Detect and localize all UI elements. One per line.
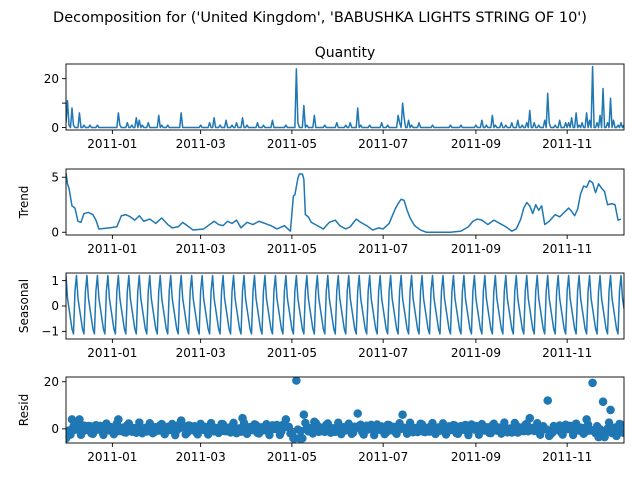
resid-point [428, 418, 437, 428]
y-tick-label: 0 [51, 121, 59, 135]
y-tick-label: −1 [41, 325, 59, 339]
y-tick-label: 5 [51, 170, 59, 184]
resid-outlier-point [75, 415, 84, 424]
x-tick-label: 2011-07 [358, 346, 408, 360]
x-tick-label: 2011-01 [87, 346, 137, 360]
panels: 0 20 2011-01 2011-03 2011-05 2011-07 2011-09 20… [17, 63, 625, 464]
panel-3: 0 20 2011-01 2011-03 2011-05 2011-07 2011-09 20… [17, 375, 625, 464]
x-tick-label: 2011-11 [542, 137, 592, 151]
resid-outlier-point [582, 415, 591, 424]
x-tick-label: 2011-01 [87, 450, 137, 464]
resid-outlier-point [176, 416, 186, 425]
figure-title: Decomposition for ('United Kingdom', 'BA… [53, 10, 587, 26]
x-tick-label: 2011-01 [87, 137, 137, 151]
trend-line [66, 172, 622, 233]
resid-outlier-point [299, 410, 309, 419]
resid-outlier-point [606, 405, 615, 415]
resid-outlier-point [114, 415, 123, 424]
x-tick-label: 2011-03 [176, 137, 226, 151]
resid-point [284, 422, 294, 432]
seasonal-line [66, 274, 624, 335]
plot-area [66, 65, 624, 129]
x-tick-label: 2011-01 [87, 242, 137, 256]
plot-area [66, 377, 624, 443]
x-tick-label: 2011-05 [267, 346, 317, 360]
observed-panel-title: Quantity [315, 45, 376, 61]
resid-outlier-point [66, 431, 72, 441]
panel-2: −1 0 1 2011-01 2011-03 2011-05 2011-07 2011-09 2… [17, 272, 625, 360]
x-tick-label: 2011-05 [267, 137, 317, 151]
resid-outlier-point [67, 415, 77, 424]
resid-outlier-point [292, 377, 301, 385]
panel-frame [65, 168, 625, 236]
y-tick-label: 1 [51, 274, 59, 288]
panel-frame [65, 376, 625, 444]
resid-outlier-point [545, 431, 554, 441]
y-tick-label: 0 [51, 422, 59, 436]
x-tick-label: 2011-05 [267, 450, 317, 464]
x-tick-label: 2011-07 [358, 450, 408, 464]
y-tick-label: 20 [44, 72, 59, 86]
resid-outlier-point [238, 414, 247, 423]
y-axis-label: Trend [17, 186, 31, 220]
resid-outlier-point [281, 415, 291, 424]
y-axis-label: Seasonal [17, 279, 31, 333]
resid-point [619, 428, 624, 438]
x-tick-label: 2011-11 [542, 450, 592, 464]
resid-point [229, 418, 238, 427]
x-tick-label: 2011-07 [358, 242, 408, 256]
x-tick-label: 2011-03 [176, 450, 226, 464]
resid-outlier-point [353, 409, 362, 418]
x-tick-label: 2011-09 [451, 242, 501, 256]
resid-outlier-point [310, 417, 319, 426]
resid-outlier-point [525, 414, 534, 423]
x-tick-label: 2011-09 [451, 137, 501, 151]
x-tick-label: 2011-11 [542, 242, 592, 256]
resid-outlier-point [588, 378, 597, 388]
resid-outlier-point [598, 397, 608, 406]
y-tick-label: 0 [51, 299, 59, 313]
panel-1: 0 5 2011-01 2011-03 2011-05 2011-07 2011-09 201… [17, 168, 625, 256]
resid-outlier-point [594, 432, 603, 442]
plot-area [66, 274, 624, 335]
x-tick-label: 2011-11 [542, 346, 592, 360]
resid-point [99, 430, 108, 440]
resid-point [616, 420, 624, 429]
x-tick-label: 2011-07 [358, 137, 408, 151]
y-axis-label: Resid [17, 394, 31, 426]
resid-outlier-point [543, 396, 552, 405]
panel-0: 0 20 2011-01 2011-03 2011-05 2011-07 2011-09 20… [44, 63, 625, 151]
resid-point [464, 430, 473, 440]
resid-outlier-point [298, 434, 307, 443]
y-tick-label: 20 [44, 375, 59, 389]
resid-point [604, 418, 614, 427]
y-tick-label: 0 [51, 225, 59, 239]
x-tick-label: 2011-09 [451, 450, 501, 464]
resid-outlier-point [612, 431, 621, 441]
panel-frame [65, 63, 625, 131]
quantity-line [66, 65, 624, 129]
x-tick-label: 2011-03 [176, 242, 226, 256]
resid-outlier-point [600, 432, 609, 442]
x-tick-label: 2011-09 [451, 346, 501, 360]
resid-outlier-point [398, 410, 407, 419]
x-tick-label: 2011-03 [176, 346, 226, 360]
plot-area [66, 172, 622, 233]
x-tick-label: 2011-05 [267, 242, 317, 256]
